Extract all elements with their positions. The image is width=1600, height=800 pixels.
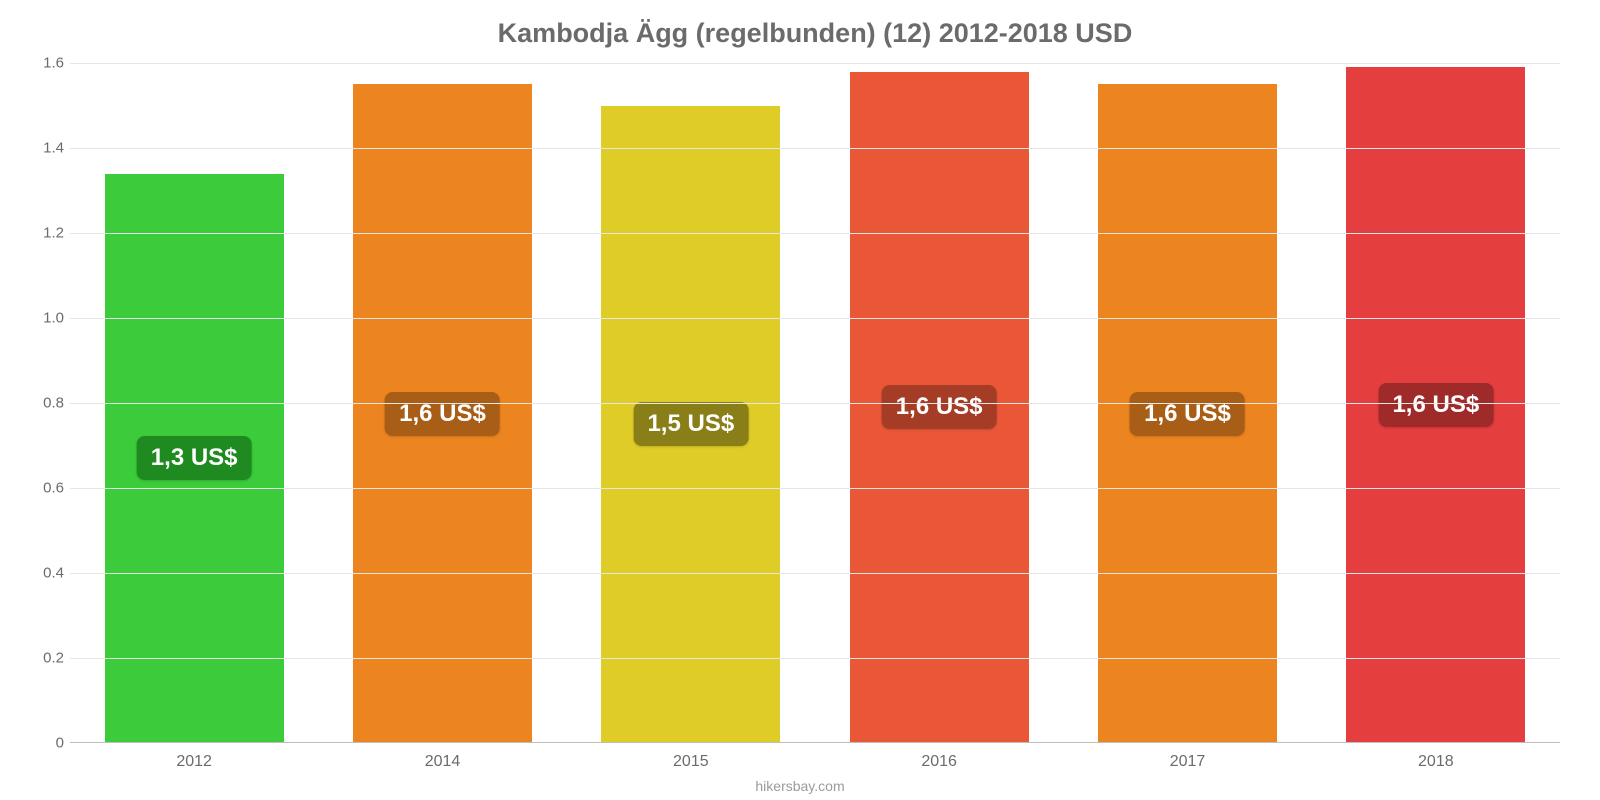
plot-area: 1,3 US$ 1,6 US$ 1,5 US$ 1,6 US$ 1,6 US$ 1,6 U… <box>70 63 1560 743</box>
y-tick-label: 1.4 <box>26 140 64 157</box>
bar: 1,6 US$ <box>353 84 532 743</box>
y-tick-label: 0.4 <box>26 565 64 582</box>
y-tick-label: 0 <box>26 735 64 752</box>
grid-line <box>70 573 1560 574</box>
y-tick-label: 0.2 <box>26 650 64 667</box>
x-tick-label: 2016 <box>921 753 957 771</box>
x-axis-line <box>70 742 1560 743</box>
bar-value-label: 1,6 US$ <box>1130 392 1245 436</box>
bar-value-label: 1,5 US$ <box>633 402 748 446</box>
chart-container: Kambodja Ägg (regelbunden) (12) 2012-201… <box>0 0 1600 800</box>
bar-value-label: 1,6 US$ <box>882 385 997 429</box>
x-tick-label: 2015 <box>673 753 709 771</box>
source-label: hikersbay.com <box>755 778 844 794</box>
bar: 1,6 US$ <box>1346 67 1525 743</box>
y-tick-label: 0.6 <box>26 480 64 497</box>
x-tick-label: 2017 <box>1170 753 1206 771</box>
x-tick-label: 2014 <box>425 753 461 771</box>
bar: 1,6 US$ <box>850 72 1029 744</box>
grid-line <box>70 488 1560 489</box>
bar-value-label: 1,6 US$ <box>385 392 500 436</box>
bar: 1,6 US$ <box>1098 84 1277 743</box>
y-tick-label: 0.8 <box>26 395 64 412</box>
y-tick-label: 1.0 <box>26 310 64 327</box>
bar: 1,5 US$ <box>601 106 780 744</box>
y-tick-label: 1.2 <box>26 225 64 242</box>
grid-line <box>70 318 1560 319</box>
y-tick-label: 1.6 <box>26 55 64 72</box>
chart-title: Kambodja Ägg (regelbunden) (12) 2012-201… <box>70 10 1560 63</box>
grid-line <box>70 233 1560 234</box>
grid-line <box>70 658 1560 659</box>
grid-line <box>70 148 1560 149</box>
x-tick-label: 2018 <box>1418 753 1454 771</box>
x-tick-label: 2012 <box>176 753 212 771</box>
grid-line <box>70 403 1560 404</box>
bar-value-label: 1,6 US$ <box>1378 383 1493 427</box>
bar-value-label: 1,3 US$ <box>137 436 252 480</box>
grid-line <box>70 63 1560 64</box>
